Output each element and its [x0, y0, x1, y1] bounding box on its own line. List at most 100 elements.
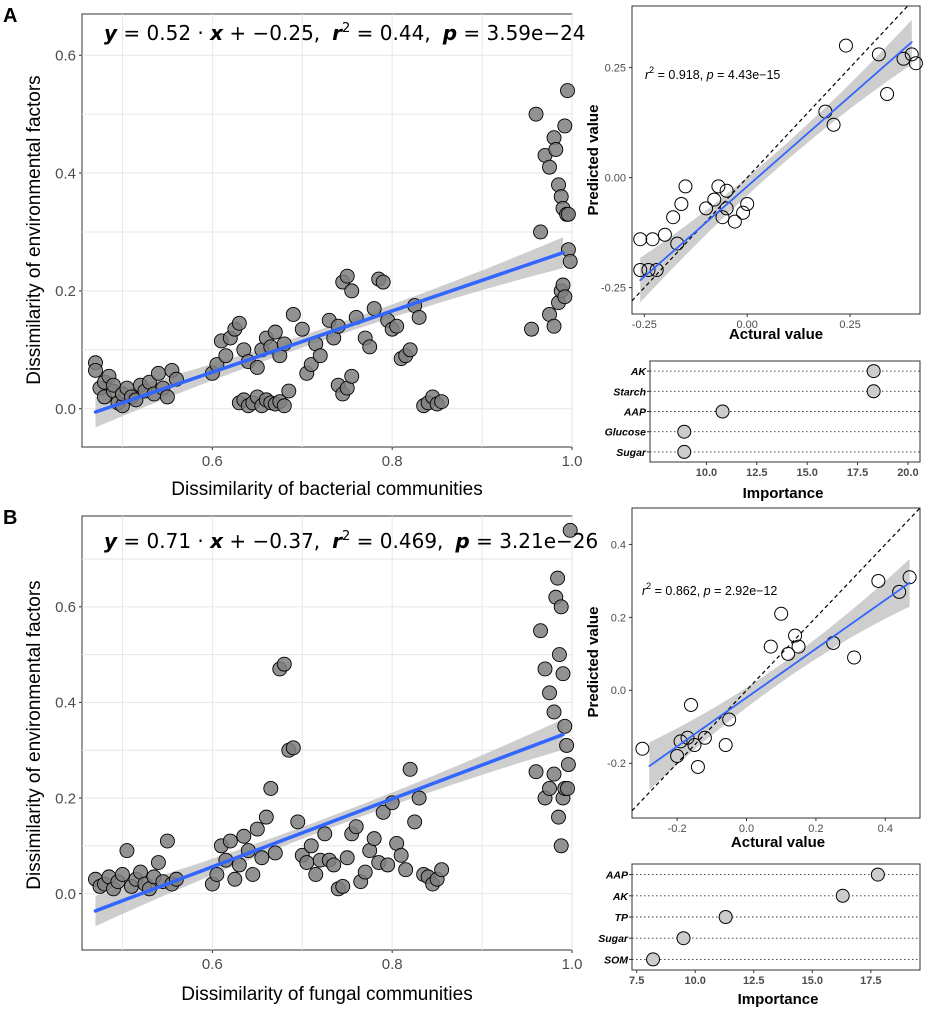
data-point [281, 383, 297, 399]
data-point [393, 847, 409, 863]
data-point [258, 809, 274, 825]
y-tick-label: 0.4 [55, 165, 76, 182]
data-point [249, 360, 265, 375]
x-axis-label: Actural value [731, 834, 825, 851]
data-point [546, 704, 562, 720]
data-point [290, 814, 306, 830]
data-point [670, 749, 685, 763]
data-point [683, 697, 698, 712]
eq-r-sup: 2 [342, 529, 350, 544]
data-point [718, 738, 733, 753]
data-point [159, 833, 175, 849]
data-point [402, 761, 418, 777]
data-point [673, 734, 688, 749]
axis-ticks: 10.0 12.5 15.0 17.5 20.0 [696, 462, 919, 479]
data-point [326, 857, 342, 873]
data-point [560, 83, 575, 99]
importance-rows: AAP AK TP Sugar SOM [598, 867, 920, 967]
eq-x: x [209, 21, 224, 45]
data-point [641, 263, 656, 277]
data-point [245, 867, 261, 882]
fit-line [639, 41, 913, 282]
data-point [537, 661, 553, 677]
x-tick-label: 10.0 [696, 467, 717, 479]
x-axis-label: Dissimilarity of bacterial communities [171, 479, 482, 500]
x-tick-label: 1.0 [562, 956, 583, 973]
x-tick-label: 12.5 [746, 467, 767, 479]
importance-point [677, 424, 692, 439]
data-point [635, 741, 650, 756]
data-point [533, 224, 548, 240]
data-point [335, 878, 351, 894]
data-point [774, 606, 789, 621]
data-points [88, 522, 578, 897]
data-point [528, 764, 544, 780]
data-point [687, 738, 702, 753]
data-point [560, 206, 576, 222]
data-point [375, 804, 391, 820]
data-point [411, 309, 427, 325]
data-point [546, 766, 562, 782]
y-axis-label: Predicted value [585, 105, 602, 216]
y-tick-label: 0.6 [55, 599, 76, 616]
x-axis-label: Importance [738, 991, 819, 1008]
plot-frame [631, 507, 921, 819]
data-point [649, 263, 664, 277]
gridlines [82, 516, 573, 950]
data-point [826, 117, 841, 132]
category-label: AK [612, 891, 630, 903]
data-point [528, 106, 544, 122]
axis-ticks: 0.6 0.8 1.0 0.0 0.2 0.4 0.6 [55, 599, 582, 973]
data-point [263, 780, 279, 796]
panel-b-main-scatter: 0.6 0.8 1.0 0.0 0.2 0.4 0.6 y = 0.71 · x + −0.… [24, 515, 598, 1005]
y-tick-label: 0.0 [55, 886, 76, 903]
data-point [294, 321, 310, 337]
data-point [666, 210, 681, 225]
data-point [690, 759, 705, 774]
x-tick-label: 15.0 [796, 467, 817, 479]
fit-line [93, 250, 565, 414]
axis-ticks: -0.25 0.00 0.25 -0.25 0.00 0.25 [601, 62, 861, 331]
data-point [276, 398, 292, 414]
data-point [553, 599, 569, 615]
data-point [559, 737, 575, 753]
data-point [366, 301, 382, 317]
category-label: Glucose [605, 427, 647, 439]
data-point [362, 339, 378, 355]
data-point [150, 365, 166, 381]
category-label: Sugar [616, 447, 647, 459]
panel-letter-b: B [3, 507, 17, 529]
data-point [781, 646, 796, 661]
fit-line [93, 732, 565, 913]
data-point [560, 780, 575, 796]
data-point [303, 357, 319, 372]
eq-y: y [104, 21, 118, 45]
data-point [411, 790, 427, 806]
importance-point [835, 888, 850, 903]
category-label: AK [630, 366, 648, 378]
data-point [389, 318, 405, 334]
data-point [555, 666, 571, 682]
data-point [788, 628, 803, 643]
regression-equation: y = 0.52 · x + −0.25, r2 = 0.44, p = 3.59e… [104, 21, 586, 45]
data-point [847, 650, 862, 665]
data-point [670, 236, 685, 251]
x-tick-label: 17.5 [847, 467, 868, 479]
data-point [524, 321, 539, 337]
data-point [542, 685, 557, 701]
data-point [339, 268, 355, 284]
annot-p: p [703, 584, 711, 598]
data-point [150, 855, 166, 870]
category-label: AAP [623, 407, 647, 419]
x-tick-label: 0.2 [808, 823, 823, 835]
data-point [348, 819, 364, 835]
data-point [838, 38, 853, 53]
x-tick-label: 0.8 [382, 453, 403, 470]
regression-equation: y = 0.71 · x + −0.37, r2 = 0.469, p = 3.21… [104, 529, 598, 553]
regression-line [93, 250, 565, 414]
data-point [236, 828, 252, 844]
annot-p-val: = 4.43e−15 [714, 68, 781, 82]
eq-rest: + −0.25, [223, 21, 320, 45]
category-label: Sugar [598, 933, 629, 945]
data-point [218, 348, 234, 364]
